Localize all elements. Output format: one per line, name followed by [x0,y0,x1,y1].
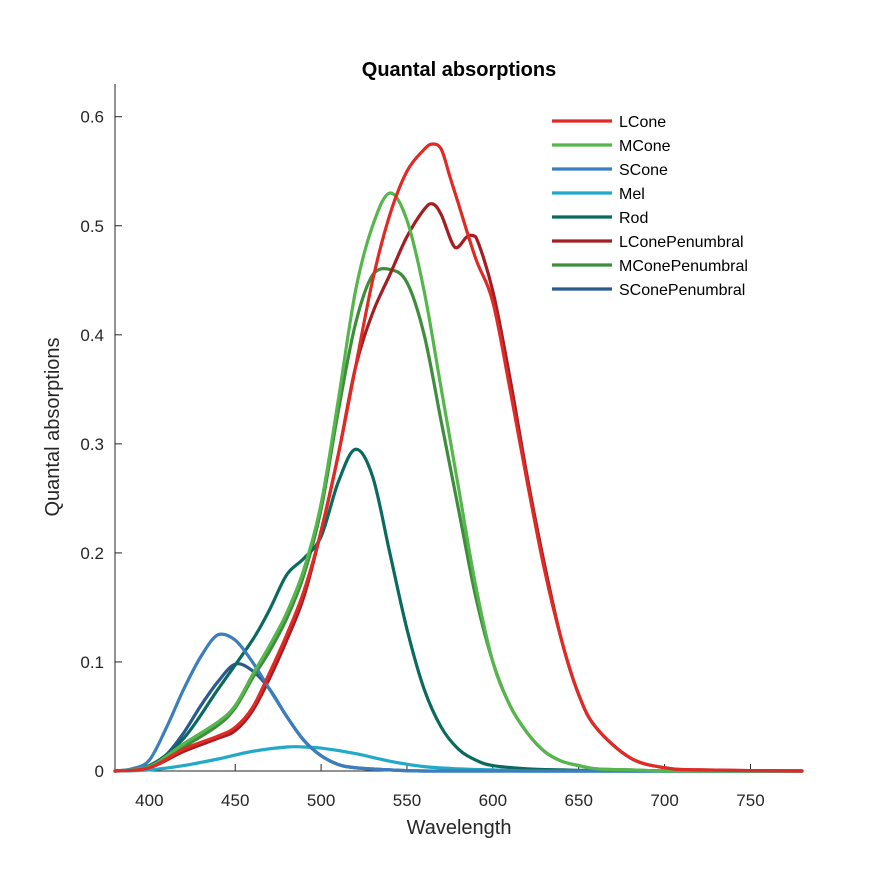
y-axis-label: Quantal absorptions [42,337,64,516]
legend-item-sconepenumbral: SConePenumbral [552,282,745,299]
x-tick-label: 500 [307,791,335,810]
series-line-scone [113,632,804,773]
legend-label: MCone [619,138,671,155]
x-tick-label: 450 [221,791,249,810]
legend-label: MConePenumbral [619,258,748,275]
y-tick-label: 0.3 [80,435,104,454]
y-tick-label: 0.1 [80,653,104,672]
y-tick-label: 0.4 [80,326,104,345]
legend-item-lconepenumbral: LConePenumbral [552,234,744,251]
legend-item-rod: Rod [552,210,648,227]
legend-label: LCone [619,114,666,131]
axes: 400 450 500 550 600 650 700 750 0 0.1 0.2 0.3 0.4 0.5… [80,84,802,810]
legend-item-mel: Mel [552,186,645,203]
legend-item-scone: SCone [552,162,668,179]
x-tick-label: 600 [479,791,507,810]
series-line-rod [113,447,804,773]
legend-label: Mel [619,186,645,203]
series-line-sconepenumbral [113,662,804,773]
legend-label: SConePenumbral [619,282,745,299]
y-tick-label: 0.2 [80,544,104,563]
series-line-lcone [113,142,804,773]
legend-label: SCone [619,162,668,179]
y-tick-label: 0.6 [80,108,104,127]
x-axis-label: Wavelength [407,817,512,839]
series-line-mconepenumbral [113,266,804,773]
plot-lines [113,142,804,773]
legend-label: LConePenumbral [619,234,744,251]
legend-label: Rod [619,210,648,227]
y-tick-label: 0 [95,762,104,781]
legend-item-mconepenumbral: MConePenumbral [552,258,748,275]
legend-item-mcone: MCone [552,138,671,155]
chart-title: Quantal absorptions [362,59,556,81]
x-tick-label: 650 [565,791,593,810]
x-tick-label: 750 [736,791,764,810]
y-tick-label: 0.5 [80,217,104,236]
legend-item-lcone: LCone [552,114,666,131]
series-line-mcone [113,191,804,773]
legend: LCone MCone SCone Mel Rod LConePenumbral MCone… [552,114,748,299]
x-tick-label: 700 [650,791,678,810]
x-tick-label: 400 [135,791,163,810]
x-tick-label: 550 [393,791,421,810]
